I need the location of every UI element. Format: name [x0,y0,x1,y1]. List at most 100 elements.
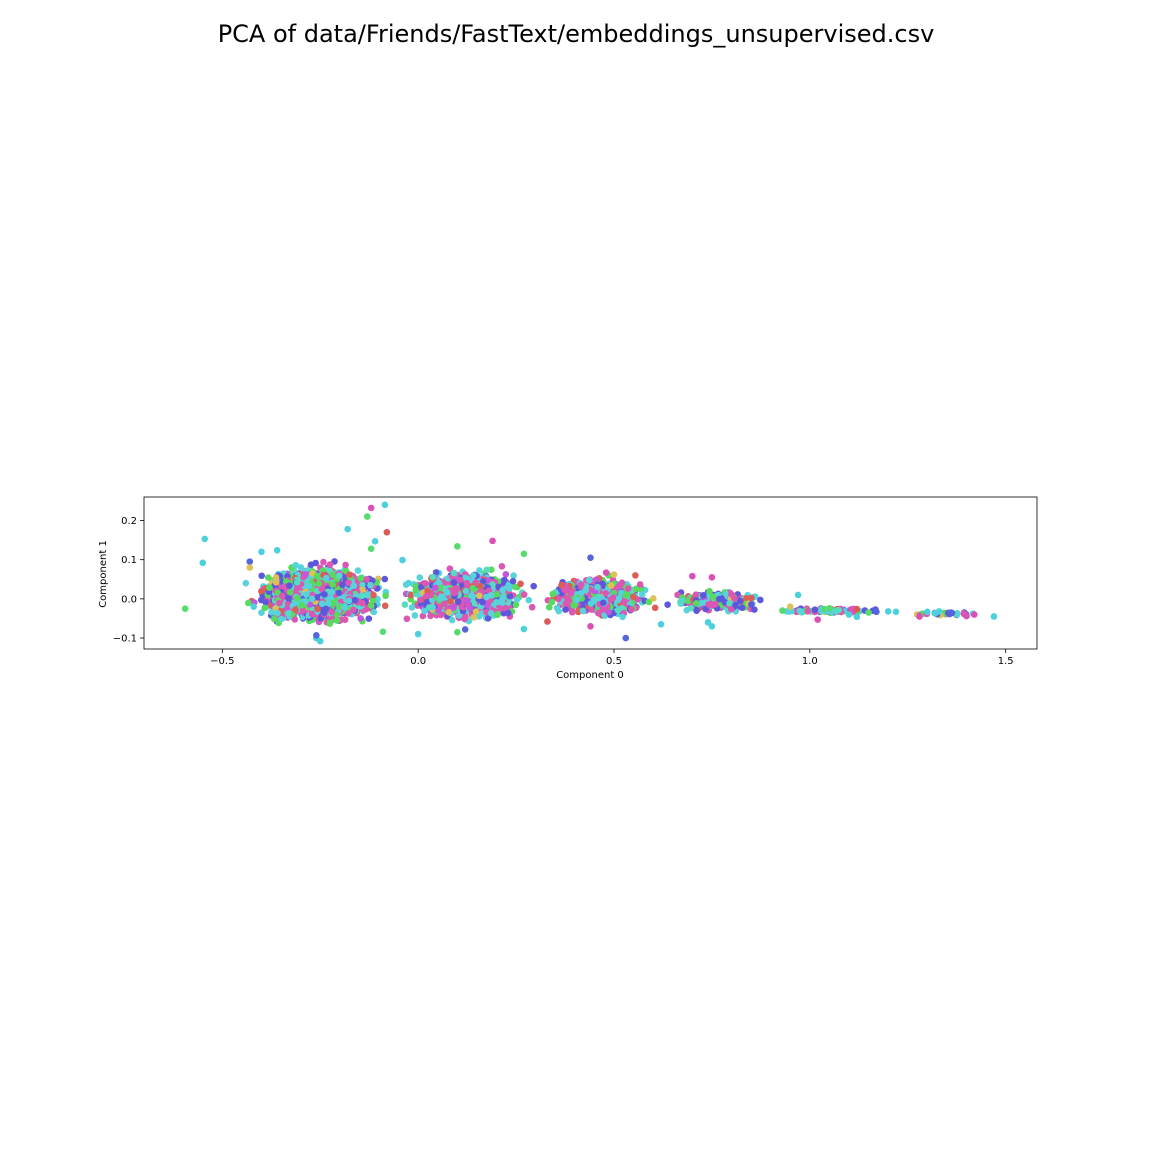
scatter-point [497,605,505,612]
scatter-point [450,604,457,611]
scatter-point [447,597,454,605]
scatter-point [528,603,536,611]
scatter-point [276,599,283,607]
scatter-point [605,608,612,616]
scatter-point [853,605,861,613]
scatter-point [811,606,819,614]
x-tick-label: 0.5 [606,656,622,667]
scatter-point [577,581,585,589]
scatter-point [320,558,327,566]
scatter-point [412,582,420,590]
scatter-point [299,607,307,614]
scatter-point [587,622,594,630]
scatter-point [258,572,265,580]
scatter-point [273,546,281,554]
scatter-point [632,585,640,593]
x-tick-label: 1.5 [998,656,1014,667]
scatter-point [743,595,750,602]
scatter-point [607,596,615,603]
scatter-point [466,605,474,612]
scatter-point [664,601,671,608]
scatter-point [786,603,794,610]
scatter-point [359,581,366,589]
scatter-point [285,594,292,602]
scatter-point [602,590,610,597]
scatter-point [422,580,429,587]
scatter-point [286,582,293,589]
scatter-point [345,597,353,605]
scatter-point [419,612,427,620]
scatter-point [454,543,461,550]
scatter-point [517,580,524,588]
scatter-point [726,600,733,607]
scatter-point [693,599,700,607]
scatter-point [379,628,387,636]
scatter-point [305,582,313,590]
scatter-point [630,593,637,601]
scatter-point [568,608,576,616]
scatter-point [314,594,322,601]
scatter-point [736,597,744,605]
scatter-point [414,630,422,638]
scatter-point [498,599,506,606]
scatter-point [479,578,487,585]
scatter-point [835,606,842,614]
scatter-point [501,576,508,584]
scatter-point [489,537,496,545]
scatter-point [335,572,343,579]
scatter-point [401,601,409,608]
scatter-point [602,569,610,576]
scatter-point [488,566,495,573]
scatter-point [423,592,430,600]
scatter-point [314,605,321,613]
scatter-point [246,564,254,571]
scatter-points [181,501,998,645]
x-tick-label: 1.0 [802,656,818,667]
scatter-point [693,607,701,614]
scatter-point [845,611,853,618]
scatter-point [705,601,712,608]
scatter-point [383,528,391,536]
scatter-point [622,592,630,599]
scatter-point [708,622,716,630]
scatter-point [407,591,415,599]
scatter-point [618,579,626,587]
scatter-point [468,592,475,599]
scatter-point [359,599,366,607]
scatter-point [502,604,509,612]
scatter-point [432,584,439,592]
scatter-point [650,595,657,602]
scatter-point [493,598,500,606]
x-axis-label: Component 0 [556,670,624,681]
scatter-point [493,590,501,598]
scatter-point [892,608,900,616]
scatter-point [567,590,575,597]
scatter-point [450,569,458,577]
scatter-point [342,561,349,569]
scatter-point [512,583,519,591]
scatter-point [632,572,639,579]
scatter-point [615,594,623,602]
scatter-point [475,567,483,574]
scatter-point [292,561,300,569]
scatter-point [731,595,738,603]
scatter-point [498,562,506,570]
scatter-point [718,595,726,602]
scatter-point [354,567,362,574]
scatter-point [469,572,477,579]
scatter-point [367,545,375,553]
scatter-point [181,605,189,612]
scatter-point [261,604,268,612]
scatter-point [732,601,739,609]
scatter-point [509,577,517,585]
scatter-point [677,600,685,607]
scatter-point [472,608,480,615]
scatter-point [636,581,644,588]
scatter-point [307,561,315,568]
scatter-point [470,613,478,621]
scatter-point [651,604,659,612]
scatter-point [826,604,833,612]
scatter-point [479,598,486,606]
scatter-point [708,574,716,581]
